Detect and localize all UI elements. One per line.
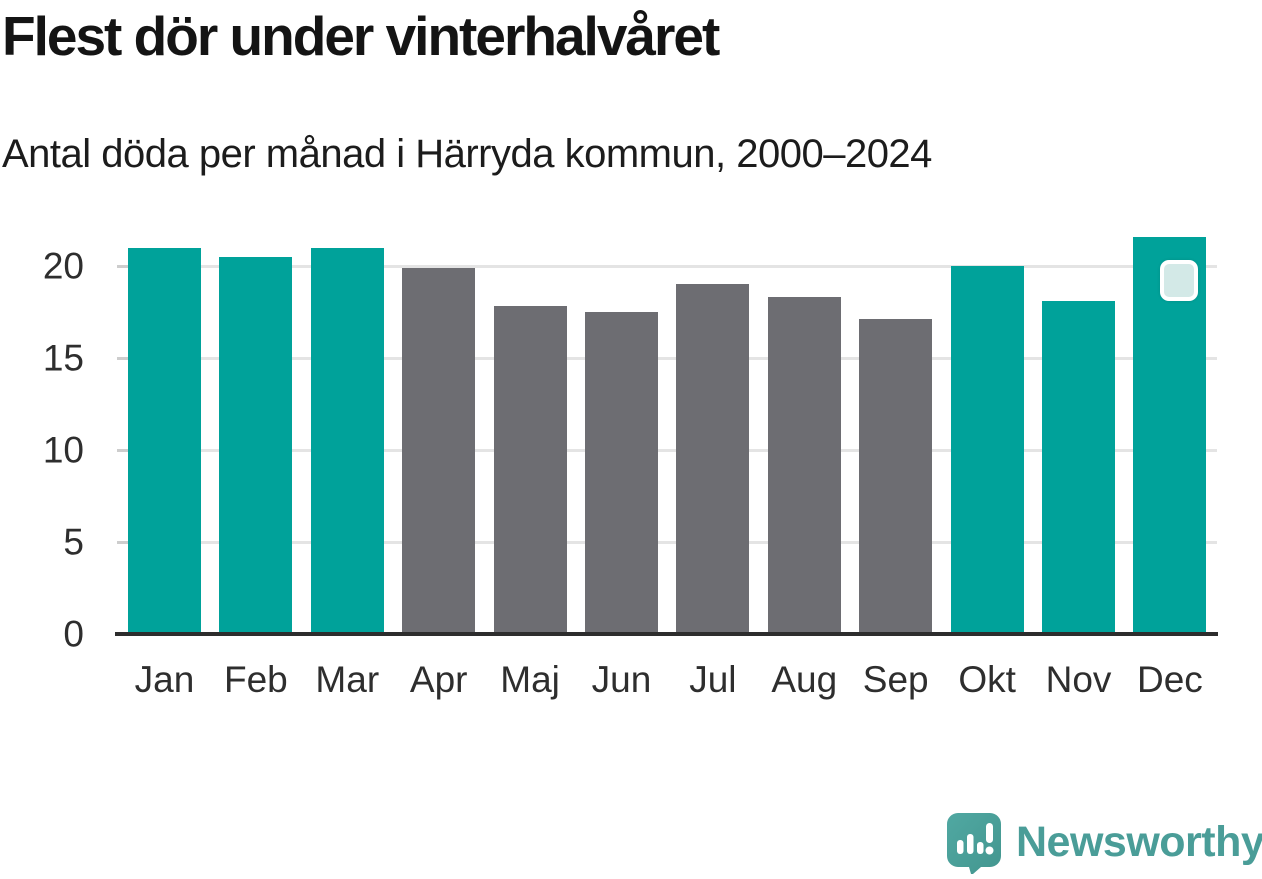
x-axis-label-sep: Sep bbox=[862, 659, 929, 700]
chart-title: Flest dör under vinterhalvåret bbox=[2, 5, 720, 67]
bar-apr bbox=[402, 267, 476, 634]
axis-tick-y-5 bbox=[117, 540, 128, 544]
chart-subtitle: Antal döda per månad i Härryda kommun, 2… bbox=[2, 132, 932, 176]
x-axis-label-aug: Aug bbox=[771, 659, 838, 700]
gridline-y-15 bbox=[117, 356, 1217, 360]
x-axis-label-mar: Mar bbox=[315, 659, 380, 700]
x-axis-label-okt: Okt bbox=[958, 659, 1016, 700]
gridline-y-5 bbox=[117, 540, 1217, 544]
bar-feb bbox=[219, 256, 293, 634]
gridline-y-10 bbox=[117, 448, 1217, 452]
x-axis-baseline bbox=[115, 632, 1218, 636]
x-axis-label-jan: Jan bbox=[134, 659, 195, 700]
x-axis-label-maj: Maj bbox=[500, 659, 560, 700]
bar-aug bbox=[767, 297, 841, 634]
gridline-y-20 bbox=[117, 264, 1217, 268]
x-axis-label-feb: Feb bbox=[224, 659, 288, 700]
bar-jan bbox=[128, 247, 201, 634]
bar-sep bbox=[859, 319, 933, 634]
y-axis-label-5: 5 bbox=[63, 521, 84, 563]
brand-footer: Newsworthy bbox=[946, 812, 1262, 874]
y-axis-label-15: 15 bbox=[42, 337, 84, 379]
bar-jun bbox=[585, 312, 658, 634]
axis-tick-y-15 bbox=[117, 356, 128, 360]
x-axis-label-apr: Apr bbox=[409, 659, 468, 700]
x-axis-label-jul: Jul bbox=[689, 659, 737, 700]
bar-maj bbox=[493, 306, 567, 634]
axis-tick-y-10 bbox=[117, 448, 128, 452]
bar-okt bbox=[950, 266, 1024, 634]
axis-tick-y-20 bbox=[117, 264, 128, 268]
bar-mar bbox=[310, 247, 384, 634]
highlight-marker-badge bbox=[1160, 259, 1199, 301]
x-axis-label-nov: Nov bbox=[1045, 659, 1112, 700]
bar-nov bbox=[1042, 300, 1115, 634]
bar-jul bbox=[676, 284, 750, 634]
x-axis-label-jun: Jun bbox=[591, 659, 652, 700]
y-axis-label-10: 10 bbox=[42, 429, 84, 471]
brand-name: Newsworthy bbox=[1016, 817, 1262, 866]
y-axis-label-0: 0 bbox=[63, 613, 84, 655]
x-axis-label-dec: Dec bbox=[1136, 659, 1203, 700]
bar-dec bbox=[1133, 236, 1207, 634]
y-axis-label-20: 20 bbox=[42, 245, 84, 287]
newsworthy-bubble-barchart-icon bbox=[947, 813, 1001, 874]
